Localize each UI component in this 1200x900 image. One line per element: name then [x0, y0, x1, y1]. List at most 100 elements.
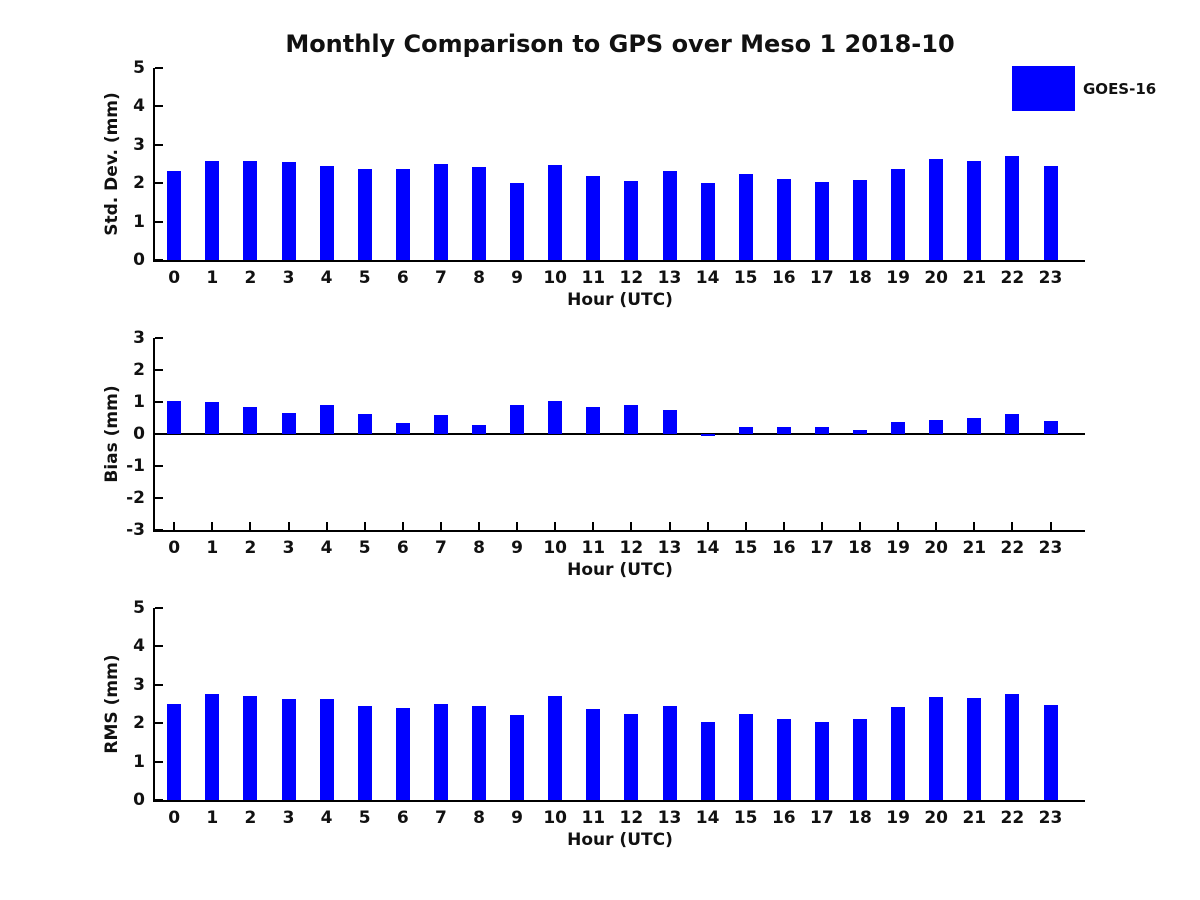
- bar: [700, 434, 715, 436]
- bar: [167, 401, 182, 434]
- x-tick-label: 1: [206, 268, 219, 288]
- x-tick: [1049, 522, 1052, 530]
- y-tick-label: 0: [133, 250, 145, 270]
- y-tick-label: 3: [133, 674, 145, 695]
- bar: [738, 174, 753, 260]
- x-tick-label: 5: [358, 808, 371, 828]
- x-tick-label: 17: [810, 808, 834, 828]
- y-tick-label: 1: [133, 211, 145, 232]
- y-tick: [155, 722, 163, 725]
- x-tick-label: 5: [358, 268, 371, 288]
- bar: [357, 705, 372, 800]
- bar: [891, 707, 906, 800]
- x-axis-line: [153, 530, 1085, 532]
- x-tick-label: 22: [1000, 538, 1025, 558]
- x-tick: [363, 522, 366, 530]
- y-tick-label: 4: [133, 636, 145, 657]
- bar: [662, 170, 677, 260]
- y-tick: [155, 67, 163, 69]
- x-tick-label: 21: [962, 268, 987, 288]
- bar: [357, 168, 372, 260]
- bar: [205, 693, 220, 800]
- x-tick-label: 4: [320, 268, 333, 288]
- x-tick-label: 10: [543, 268, 568, 288]
- legend-color-swatch: [1012, 66, 1075, 111]
- x-tick: [554, 522, 557, 530]
- bar: [1043, 165, 1058, 260]
- x-tick: [897, 522, 900, 530]
- x-tick-label: 6: [396, 808, 409, 828]
- bar: [814, 426, 829, 434]
- bar: [395, 422, 410, 434]
- x-tick: [249, 522, 252, 530]
- y-tick-label: 2: [133, 713, 145, 734]
- bar: [548, 695, 563, 800]
- bar: [738, 426, 753, 434]
- y-axis-label: Bias (mm): [102, 385, 122, 483]
- x-tick-label: 13: [657, 268, 682, 288]
- x-tick-label: 1: [206, 808, 219, 828]
- y-axis-label: Std. Dev. (mm): [102, 92, 122, 236]
- bar: [700, 183, 715, 260]
- x-tick-label: 0: [168, 808, 181, 828]
- x-tick: [211, 522, 214, 530]
- y-tick-label: 1: [133, 392, 145, 412]
- bar: [433, 703, 448, 800]
- y-axis-line: [153, 338, 155, 532]
- bar: [1043, 705, 1058, 800]
- x-tick-label: 0: [168, 268, 181, 288]
- bar: [548, 164, 563, 260]
- bar: [967, 418, 982, 434]
- x-tick-label: 10: [543, 808, 568, 828]
- bar: [1005, 156, 1020, 260]
- x-tick-label: 16: [771, 808, 796, 828]
- bar: [433, 415, 448, 434]
- bar: [472, 167, 486, 260]
- y-axis-line: [153, 608, 155, 802]
- y-tick-label: 3: [133, 134, 145, 155]
- bar: [1005, 694, 1020, 800]
- bar: [357, 414, 372, 434]
- bar: [662, 705, 677, 800]
- y-tick: [155, 607, 163, 609]
- bar: [624, 404, 639, 434]
- y-tick: [155, 529, 163, 531]
- y-tick-label: 2: [133, 173, 145, 194]
- bar: [205, 402, 220, 434]
- x-tick-label: 19: [886, 808, 910, 828]
- bar: [510, 714, 525, 800]
- y-axis-label: RMS (mm): [102, 654, 122, 754]
- y-tick-label: -2: [126, 488, 145, 508]
- y-tick: [155, 220, 163, 223]
- x-tick: [782, 522, 785, 530]
- x-tick-label: 14: [695, 808, 720, 828]
- bar: [319, 404, 334, 434]
- bar: [776, 718, 791, 800]
- x-tick-label: 23: [1038, 538, 1063, 558]
- x-tick: [325, 522, 328, 530]
- bar: [814, 182, 829, 260]
- bar: [853, 719, 867, 800]
- bar: [281, 412, 296, 434]
- x-tick: [516, 522, 519, 530]
- y-tick: [155, 369, 163, 371]
- y-tick-label: 5: [133, 58, 145, 78]
- x-tick: [592, 522, 595, 530]
- legend-series-label: GOES-16: [1083, 80, 1157, 98]
- y-tick-label: 2: [133, 360, 145, 380]
- bar: [853, 429, 867, 434]
- x-tick-label: 17: [810, 538, 834, 558]
- x-tick-label: 20: [924, 538, 949, 558]
- x-tick-label: 7: [434, 268, 447, 288]
- x-tick: [630, 522, 633, 530]
- x-tick-label: 6: [396, 268, 409, 288]
- x-tick: [820, 522, 823, 530]
- x-tick: [668, 522, 671, 530]
- x-tick-label: 19: [886, 538, 910, 558]
- bar: [281, 162, 296, 260]
- bar: [472, 424, 486, 434]
- x-tick-label: 16: [771, 268, 796, 288]
- x-tick: [859, 522, 861, 530]
- x-tick: [401, 522, 404, 530]
